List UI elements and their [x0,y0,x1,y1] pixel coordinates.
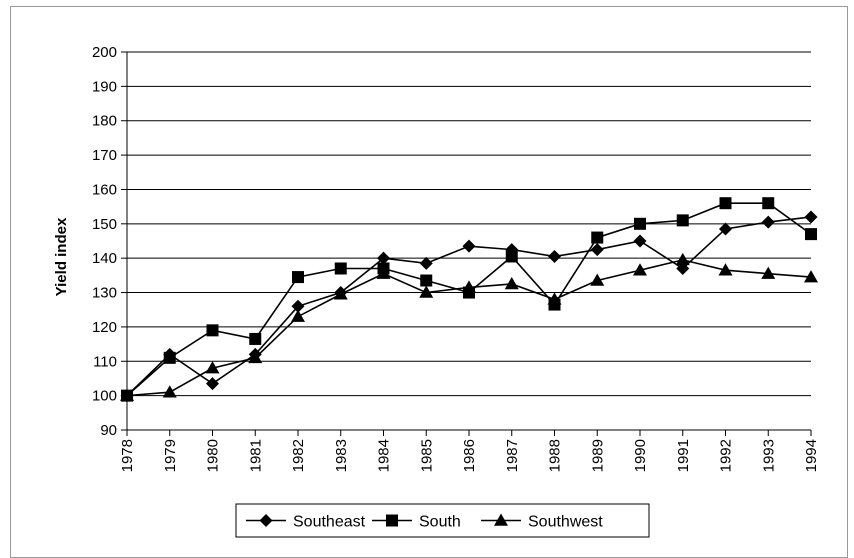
y-tick-label-190: 190 [92,78,117,95]
data-point-southwest-1983 [333,287,348,300]
x-tick-label-1993: 1993 [760,439,777,472]
legend-marker-south [386,514,398,527]
legend-label-south: South [419,514,461,531]
series-line-south [126,202,812,397]
data-point-south-1990 [634,217,646,230]
data-point-southwest-1989 [590,273,605,286]
data-point-south-1993 [762,197,775,210]
x-tick-label-1987: 1987 [504,439,521,472]
y-tick-label-180: 180 [92,113,117,130]
y-tick-label-100: 100 [92,388,117,405]
series-south [121,197,817,402]
legend-marker-southeast [259,514,273,527]
data-point-southwest-1986 [462,280,476,293]
data-point-south-1979 [163,351,176,364]
x-tick-labels: 1978 1979 1980 1981 1982 1983 1984 1985 1986 1987… [119,439,820,472]
data-point-southeast-1988 [548,249,561,263]
data-point-southwest-1994 [804,270,818,283]
series-line-southwest [126,259,812,397]
y-tick-label-160: 160 [92,181,117,198]
data-point-southeast-1989 [590,243,604,257]
data-point-south-1992 [719,197,732,210]
y-tick-label-200: 200 [92,44,117,61]
data-point-southeast-1990 [633,234,647,248]
data-point-south-1994 [805,228,817,241]
data-point-southeast-1991 [676,261,690,275]
data-point-south-1987 [505,250,518,263]
y-tick-label-130: 130 [92,285,117,302]
data-point-southwest-1992 [718,263,733,276]
data-point-southwest-1993 [761,266,776,279]
x-tick-label-1994: 1994 [803,439,820,472]
series-southwest [120,252,818,401]
x-tick-label-1989: 1989 [589,439,606,472]
legend-marker-southwest [494,513,508,526]
series-southeast [120,210,818,403]
x-tick-label-1979: 1979 [162,439,179,472]
x-tick-label-1986: 1986 [461,439,478,472]
data-point-southeast-1986 [462,239,476,253]
data-point-southeast-1985 [419,256,433,270]
gridlines [127,51,811,397]
y-tick-labels: 90 100 110 120 130 140 150 160 170 180 190 200 [92,44,117,439]
data-point-southwest-1978 [120,388,134,401]
data-point-southwest-1981 [248,350,263,364]
legend-label-southwest: Southwest [528,514,603,531]
y-tick-label-170: 170 [92,147,117,164]
y-tick-label-150: 150 [92,216,117,233]
data-point-southeast-1982 [291,299,305,313]
data-point-south-1991 [676,214,689,227]
data-point-south-1982 [292,271,304,284]
axes [121,51,812,436]
legend-label-southeast: Southeast [293,514,366,531]
x-tick-label-1981: 1981 [247,439,264,472]
x-tick-label-1985: 1985 [418,439,435,472]
data-point-southeast-1992 [719,222,732,236]
data-point-southeast-1993 [761,215,775,229]
data-point-south-1980 [206,324,219,337]
data-point-southwest-1990 [633,263,647,276]
series-lines [120,197,818,403]
data-point-south-1981 [249,332,262,345]
x-tick-label-1983: 1983 [333,439,350,472]
y-tick-label-120: 120 [92,319,117,336]
data-point-southwest-1984 [376,266,391,279]
data-point-southwest-1985 [419,285,434,298]
y-tick-label-140: 140 [92,250,117,267]
legend: Southeast South Southwest [235,503,650,538]
data-point-south-1989 [591,231,604,244]
data-point-south-1983 [334,262,347,275]
x-tick-label-1991: 1991 [675,439,692,472]
data-point-southwest-1982 [291,309,305,322]
x-tick-label-1980: 1980 [205,439,222,472]
x-tick-label-1984: 1984 [376,439,393,472]
data-point-southwest-1979 [162,385,177,398]
x-tick-label-1992: 1992 [718,439,735,472]
data-point-southeast-1984 [377,251,390,265]
data-point-southwest-1991 [675,252,690,266]
data-point-southwest-1980 [205,361,220,374]
y-tick-label-90: 90 [100,422,117,439]
data-point-south-1985 [420,274,433,287]
y-axis-label: Yield index [53,217,70,296]
x-tick-label-1982: 1982 [290,439,307,472]
x-tick-label-1988: 1988 [547,439,564,472]
legend-box [235,503,650,538]
data-point-southwest-1988 [547,292,562,305]
data-point-southwest-1987 [504,276,519,290]
x-tick-label-1990: 1990 [632,439,649,472]
data-point-southeast-1994 [804,210,818,224]
data-point-southeast-1980 [206,377,219,391]
x-tick-label-1978: 1978 [119,439,136,472]
y-tick-label-110: 110 [93,353,117,370]
